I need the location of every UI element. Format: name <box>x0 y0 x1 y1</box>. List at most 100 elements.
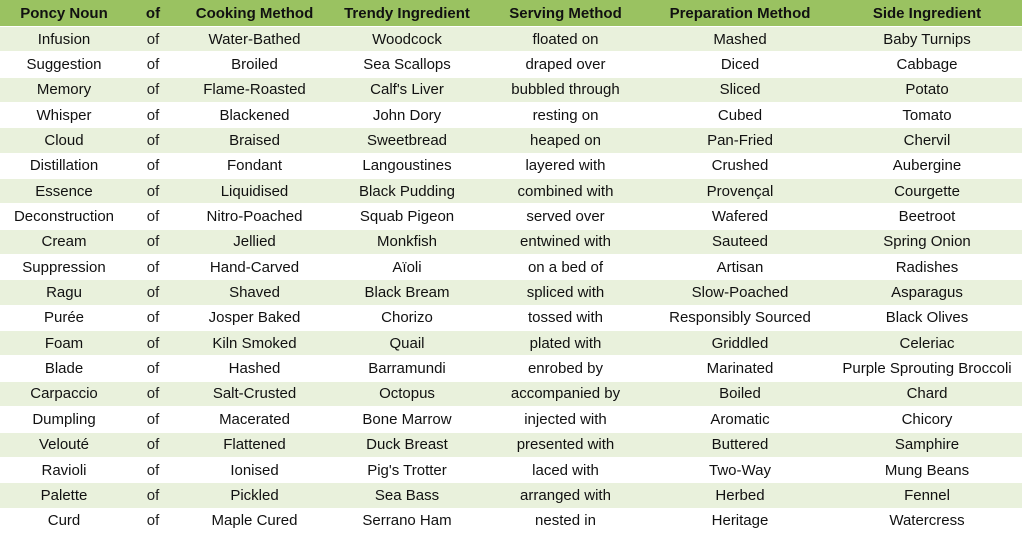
cell-trendy-ingredient: Sweetbread <box>331 128 483 153</box>
cell-side-ingredient: Radishes <box>832 255 1022 280</box>
cell-of: of <box>128 457 178 482</box>
table-row: Dumpling of Macerated Bone Marrow injected w… <box>0 407 1022 432</box>
cell-trendy-ingredient: Duck Breast <box>331 432 483 457</box>
cell-trendy-ingredient: Monkfish <box>331 229 483 254</box>
cell-trendy-ingredient: Squab Pigeon <box>331 204 483 229</box>
cell-cooking-method: Fondant <box>178 153 331 178</box>
table-row: Suggestion of Broiled Sea Scallops draped ov… <box>0 52 1022 77</box>
cell-side-ingredient: Fennel <box>832 483 1022 508</box>
table-row: Memory of Flame-Roasted Calf's Liver bubbled… <box>0 77 1022 102</box>
cell-preparation-method: Sliced <box>648 77 832 102</box>
cell-of: of <box>128 407 178 432</box>
cell-cooking-method: Josper Baked <box>178 305 331 330</box>
cell-cooking-method: Flattened <box>178 432 331 457</box>
cell-side-ingredient: Chervil <box>832 128 1022 153</box>
cell-trendy-ingredient: Sea Bass <box>331 483 483 508</box>
cell-preparation-method: Mashed <box>648 27 832 52</box>
cell-poncy-noun: Deconstruction <box>0 204 128 229</box>
cell-side-ingredient: Mung Beans <box>832 457 1022 482</box>
cell-poncy-noun: Essence <box>0 179 128 204</box>
cell-poncy-noun: Ragu <box>0 280 128 305</box>
cell-preparation-method: Herbed <box>648 483 832 508</box>
cell-trendy-ingredient: Serrano Ham <box>331 508 483 533</box>
menu-generator-table: Poncy Noun of Cooking Method Trendy Ingr… <box>0 0 1022 534</box>
header-preparation-method: Preparation Method <box>648 0 832 27</box>
cell-trendy-ingredient: Bone Marrow <box>331 407 483 432</box>
cell-poncy-noun: Carpaccio <box>0 381 128 406</box>
cell-side-ingredient: Celeriac <box>832 331 1022 356</box>
cell-of: of <box>128 255 178 280</box>
cell-serving-method: heaped on <box>483 128 648 153</box>
cell-poncy-noun: Distillation <box>0 153 128 178</box>
header-cooking-method: Cooking Method <box>178 0 331 27</box>
cell-side-ingredient: Baby Turnips <box>832 27 1022 52</box>
cell-cooking-method: Hand-Carved <box>178 255 331 280</box>
cell-cooking-method: Flame-Roasted <box>178 77 331 102</box>
cell-trendy-ingredient: Octopus <box>331 381 483 406</box>
cell-serving-method: enrobed by <box>483 356 648 381</box>
table-row: Carpaccio of Salt-Crusted Octopus accompanie… <box>0 381 1022 406</box>
cell-preparation-method: Buttered <box>648 432 832 457</box>
cell-cooking-method: Liquidised <box>178 179 331 204</box>
cell-side-ingredient: Beetroot <box>832 204 1022 229</box>
cell-trendy-ingredient: Quail <box>331 331 483 356</box>
cell-serving-method: laced with <box>483 457 648 482</box>
cell-poncy-noun: Cream <box>0 229 128 254</box>
table-body: Infusion of Water-Bathed Woodcock floated on… <box>0 27 1022 534</box>
header-of: of <box>128 0 178 27</box>
cell-serving-method: nested in <box>483 508 648 533</box>
cell-side-ingredient: Chard <box>832 381 1022 406</box>
cell-poncy-noun: Foam <box>0 331 128 356</box>
cell-of: of <box>128 280 178 305</box>
cell-trendy-ingredient: Aïoli <box>331 255 483 280</box>
table-row: Infusion of Water-Bathed Woodcock floated on… <box>0 27 1022 52</box>
cell-preparation-method: Sauteed <box>648 229 832 254</box>
cell-side-ingredient: Cabbage <box>832 52 1022 77</box>
header-serving-method: Serving Method <box>483 0 648 27</box>
cell-poncy-noun: Curd <box>0 508 128 533</box>
table-row: Essence of Liquidised Black Pudding combined… <box>0 179 1022 204</box>
cell-trendy-ingredient: Langoustines <box>331 153 483 178</box>
cell-serving-method: entwined with <box>483 229 648 254</box>
cell-of: of <box>128 128 178 153</box>
header-row: Poncy Noun of Cooking Method Trendy Ingr… <box>0 0 1022 27</box>
cell-preparation-method: Artisan <box>648 255 832 280</box>
table-row: Suppression of Hand-Carved Aïoli on a bed of… <box>0 255 1022 280</box>
cell-cooking-method: Braised <box>178 128 331 153</box>
header-side-ingredient: Side Ingredient <box>832 0 1022 27</box>
cell-trendy-ingredient: Chorizo <box>331 305 483 330</box>
table-row: Cloud of Braised Sweetbread heaped on Pan-Fri… <box>0 128 1022 153</box>
cell-cooking-method: Nitro-Poached <box>178 204 331 229</box>
cell-poncy-noun: Infusion <box>0 27 128 52</box>
cell-side-ingredient: Spring Onion <box>832 229 1022 254</box>
cell-side-ingredient: Chicory <box>832 407 1022 432</box>
cell-cooking-method: Shaved <box>178 280 331 305</box>
header-trendy-ingredient: Trendy Ingredient <box>331 0 483 27</box>
cell-side-ingredient: Samphire <box>832 432 1022 457</box>
cell-of: of <box>128 356 178 381</box>
cell-poncy-noun: Purée <box>0 305 128 330</box>
table-row: Purée of Josper Baked Chorizo tossed with Res… <box>0 305 1022 330</box>
cell-serving-method: draped over <box>483 52 648 77</box>
table-row: Foam of Kiln Smoked Quail plated with Griddle… <box>0 331 1022 356</box>
cell-cooking-method: Hashed <box>178 356 331 381</box>
cell-of: of <box>128 179 178 204</box>
cell-preparation-method: Pan-Fried <box>648 128 832 153</box>
table-row: Deconstruction of Nitro-Poached Squab Pigeo… <box>0 204 1022 229</box>
cell-cooking-method: Jellied <box>178 229 331 254</box>
cell-side-ingredient: Courgette <box>832 179 1022 204</box>
cell-preparation-method: Slow-Poached <box>648 280 832 305</box>
cell-serving-method: layered with <box>483 153 648 178</box>
table-row: Palette of Pickled Sea Bass arranged with Her… <box>0 483 1022 508</box>
cell-preparation-method: Cubed <box>648 103 832 128</box>
cell-poncy-noun: Blade <box>0 356 128 381</box>
cell-of: of <box>128 77 178 102</box>
cell-side-ingredient: Watercress <box>832 508 1022 533</box>
cell-preparation-method: Crushed <box>648 153 832 178</box>
cell-poncy-noun: Dumpling <box>0 407 128 432</box>
cell-side-ingredient: Aubergine <box>832 153 1022 178</box>
cell-poncy-noun: Cloud <box>0 128 128 153</box>
cell-poncy-noun: Palette <box>0 483 128 508</box>
cell-trendy-ingredient: Barramundi <box>331 356 483 381</box>
table-row: Distillation of Fondant Langoustines layered… <box>0 153 1022 178</box>
